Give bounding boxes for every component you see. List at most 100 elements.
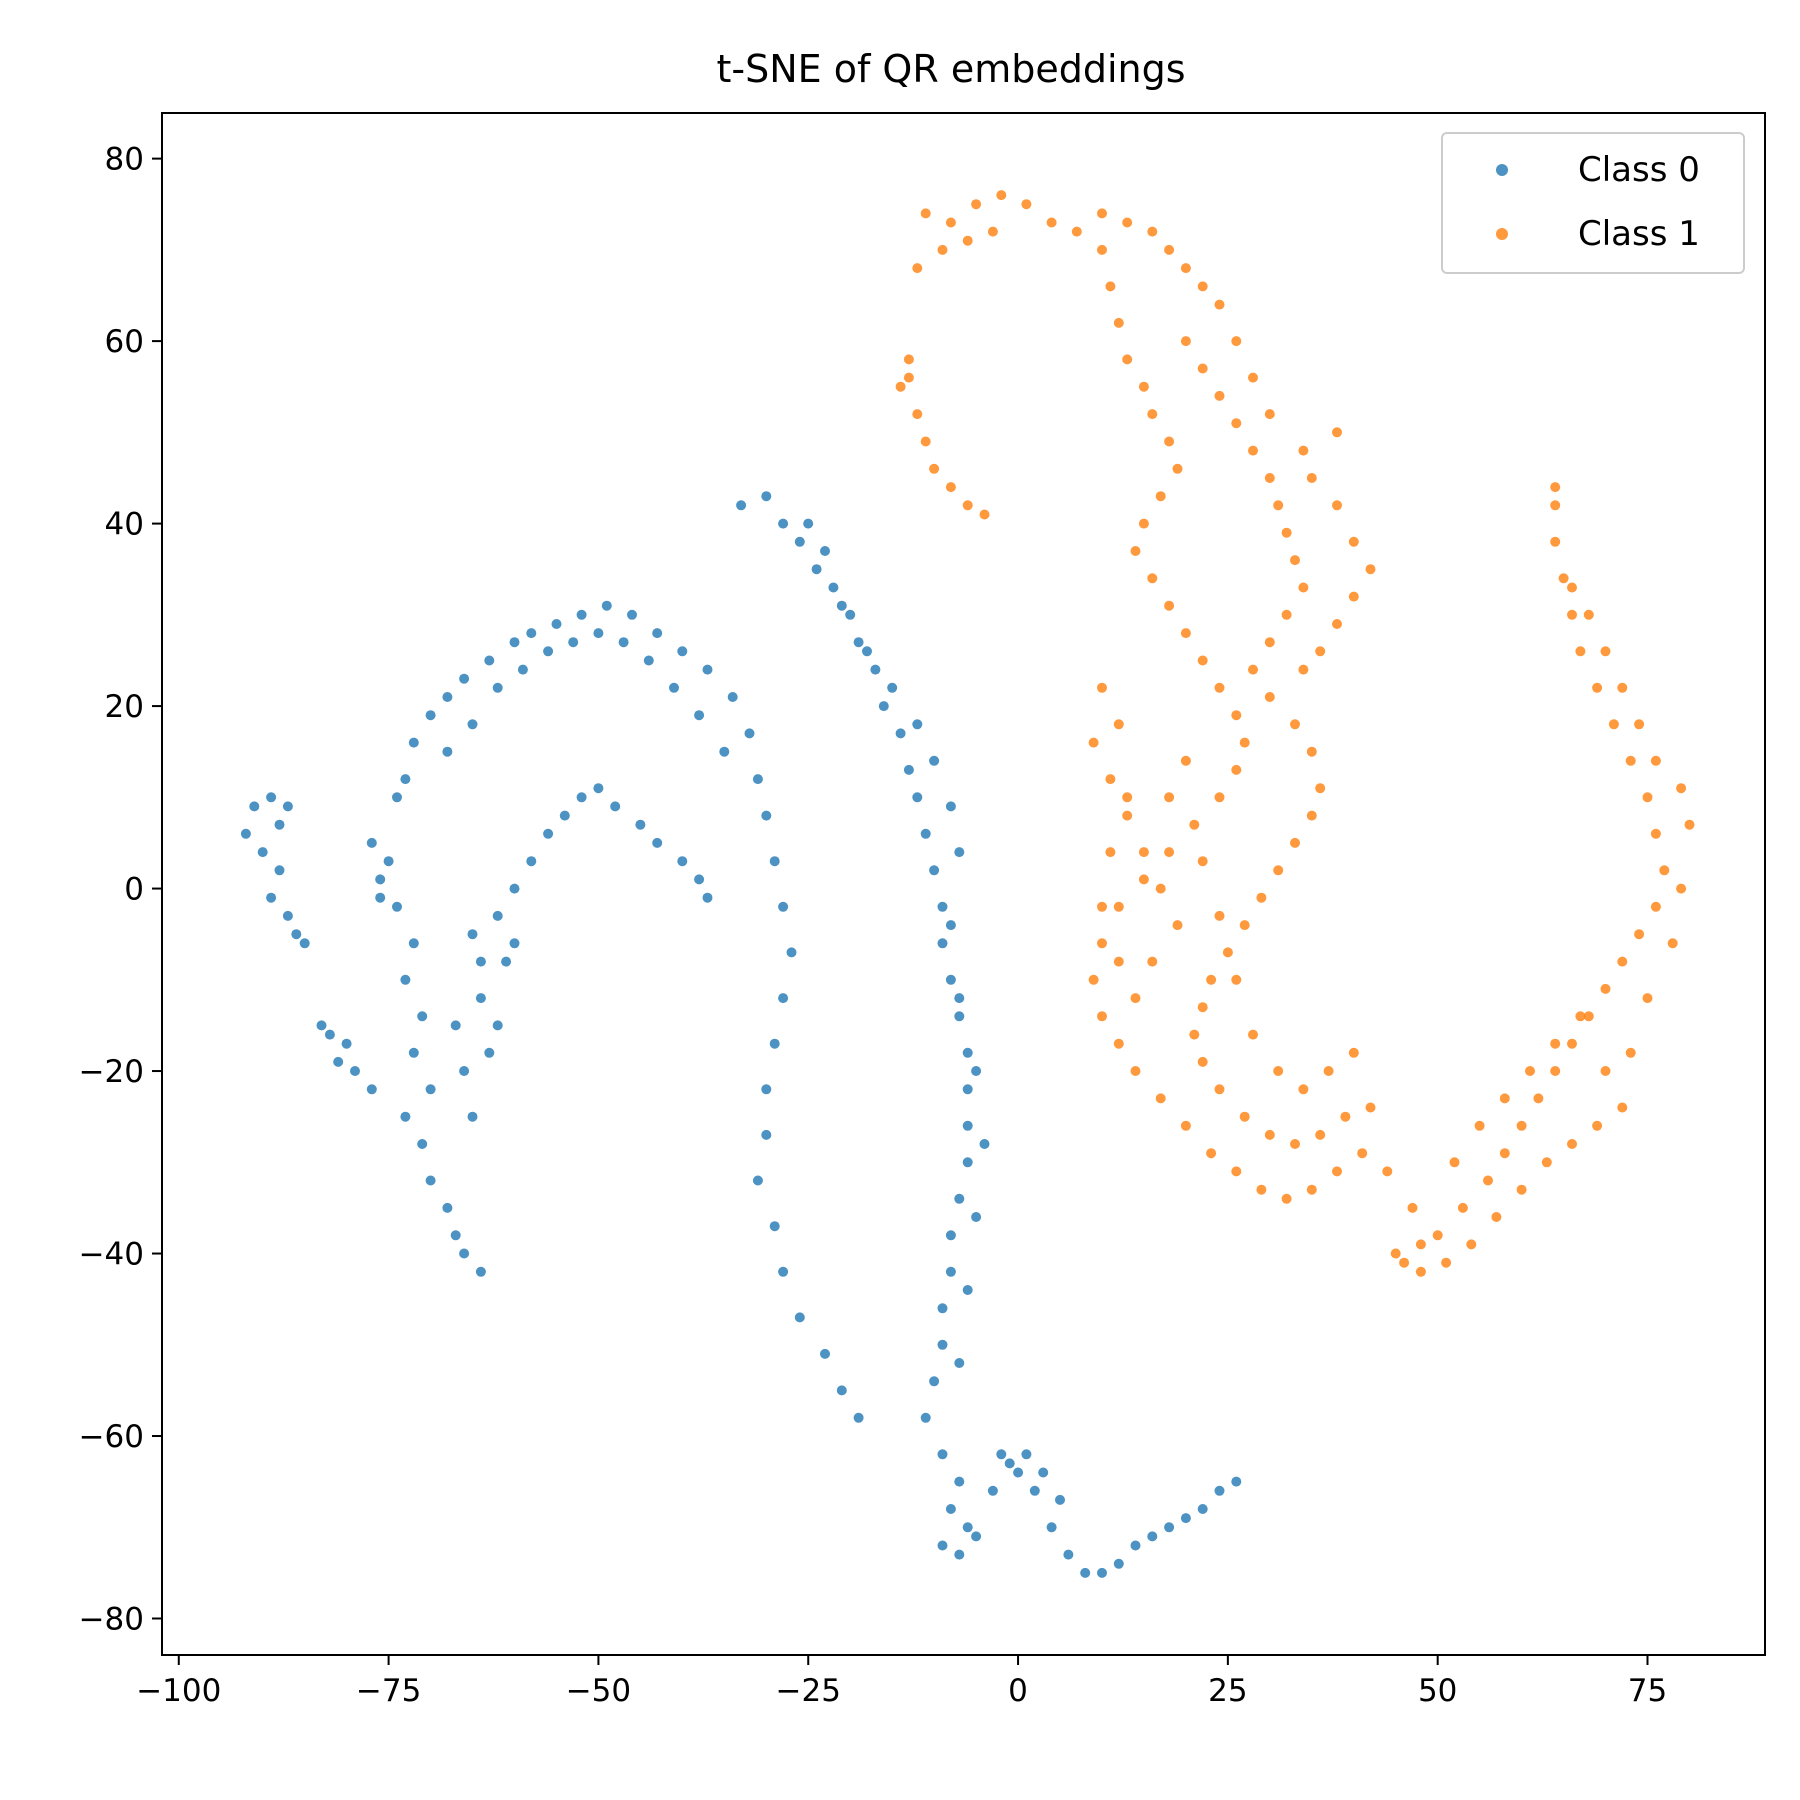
data-point (677, 856, 688, 867)
data-point (551, 619, 562, 629)
data-point (618, 637, 629, 648)
data-point (266, 892, 277, 903)
data-point (1340, 1111, 1351, 1122)
data-point (1474, 1120, 1485, 1131)
data-point (1231, 1166, 1242, 1177)
y-tick-label: −80 (79, 1602, 144, 1638)
data-point (1550, 500, 1561, 511)
data-point (1231, 1476, 1242, 1487)
data-point (1575, 646, 1586, 657)
data-point (467, 929, 478, 940)
data-point (1281, 609, 1292, 620)
data-point (1281, 1193, 1292, 1204)
data-point (1197, 363, 1208, 374)
data-point (1172, 463, 1183, 474)
data-point (1055, 1494, 1065, 1505)
data-point (350, 1066, 360, 1076)
data-point (559, 810, 570, 821)
data-point (1147, 956, 1158, 967)
data-point (1071, 226, 1082, 237)
data-point (1248, 1029, 1258, 1040)
data-point (803, 518, 814, 529)
data-point (962, 1047, 973, 1058)
data-point (1290, 837, 1300, 848)
data-point (1315, 646, 1326, 657)
data-point (492, 682, 503, 693)
data-point (1164, 600, 1175, 611)
data-point (769, 856, 780, 867)
data-point (1214, 1084, 1225, 1095)
data-point (1214, 390, 1225, 401)
data-point (1432, 1230, 1443, 1241)
data-point (1290, 719, 1300, 730)
data-point (954, 993, 965, 1004)
data-point (761, 1129, 772, 1140)
data-point (744, 728, 755, 739)
data-point (769, 1221, 780, 1232)
data-point (987, 1485, 998, 1496)
x-tick-label: −75 (356, 1673, 421, 1709)
data-point (1315, 783, 1326, 794)
data-point (1197, 1002, 1208, 1013)
data-point (1206, 1148, 1217, 1159)
data-point (408, 1047, 419, 1058)
data-point (1105, 281, 1116, 292)
data-point (1575, 1011, 1586, 1022)
data-point (408, 938, 419, 949)
y-tick-label: −60 (79, 1419, 144, 1455)
data-point (702, 664, 713, 675)
data-point (1281, 527, 1292, 538)
data-point (257, 847, 268, 858)
y-tick-label: 20 (105, 689, 144, 725)
data-point (425, 710, 436, 721)
data-point (568, 637, 579, 648)
data-point (1138, 847, 1149, 858)
data-point (517, 664, 528, 675)
data-point (811, 564, 822, 575)
data-point (870, 664, 881, 675)
data-point (1214, 792, 1225, 803)
data-point (669, 682, 679, 693)
data-point (954, 847, 965, 858)
data-point (282, 910, 293, 921)
data-point (1164, 847, 1175, 858)
y-tick-label: −40 (79, 1237, 144, 1273)
data-point (333, 1056, 344, 1067)
data-point (1659, 865, 1670, 876)
data-point (1138, 874, 1149, 885)
legend-box (1441, 132, 1745, 274)
data-point (240, 828, 251, 839)
data-point (794, 1312, 805, 1323)
data-point (1332, 427, 1342, 438)
data-point (459, 1066, 470, 1076)
data-point (1097, 244, 1107, 255)
data-point (761, 1084, 772, 1095)
data-point (467, 719, 478, 730)
data-point (627, 609, 637, 620)
series-class-1 (895, 190, 1695, 1277)
data-point (1222, 947, 1233, 958)
data-point (895, 381, 906, 392)
data-point (1634, 929, 1645, 940)
data-point (954, 1549, 965, 1560)
data-point (1180, 755, 1191, 766)
data-point (1214, 910, 1225, 921)
data-point (1180, 263, 1191, 274)
data-point (1189, 819, 1200, 830)
data-point (643, 655, 654, 666)
data-point (778, 518, 789, 529)
data-point (862, 646, 872, 657)
data-point (962, 1157, 973, 1168)
data-point (1088, 974, 1099, 985)
data-point (1214, 299, 1225, 310)
data-point (1306, 473, 1317, 483)
data-point (392, 901, 402, 912)
data-point (1046, 1522, 1057, 1533)
data-point (1113, 901, 1124, 912)
data-point (324, 1029, 335, 1040)
data-point (467, 1111, 478, 1122)
data-point (769, 1038, 780, 1049)
data-point (903, 764, 914, 775)
data-point (1600, 646, 1611, 657)
